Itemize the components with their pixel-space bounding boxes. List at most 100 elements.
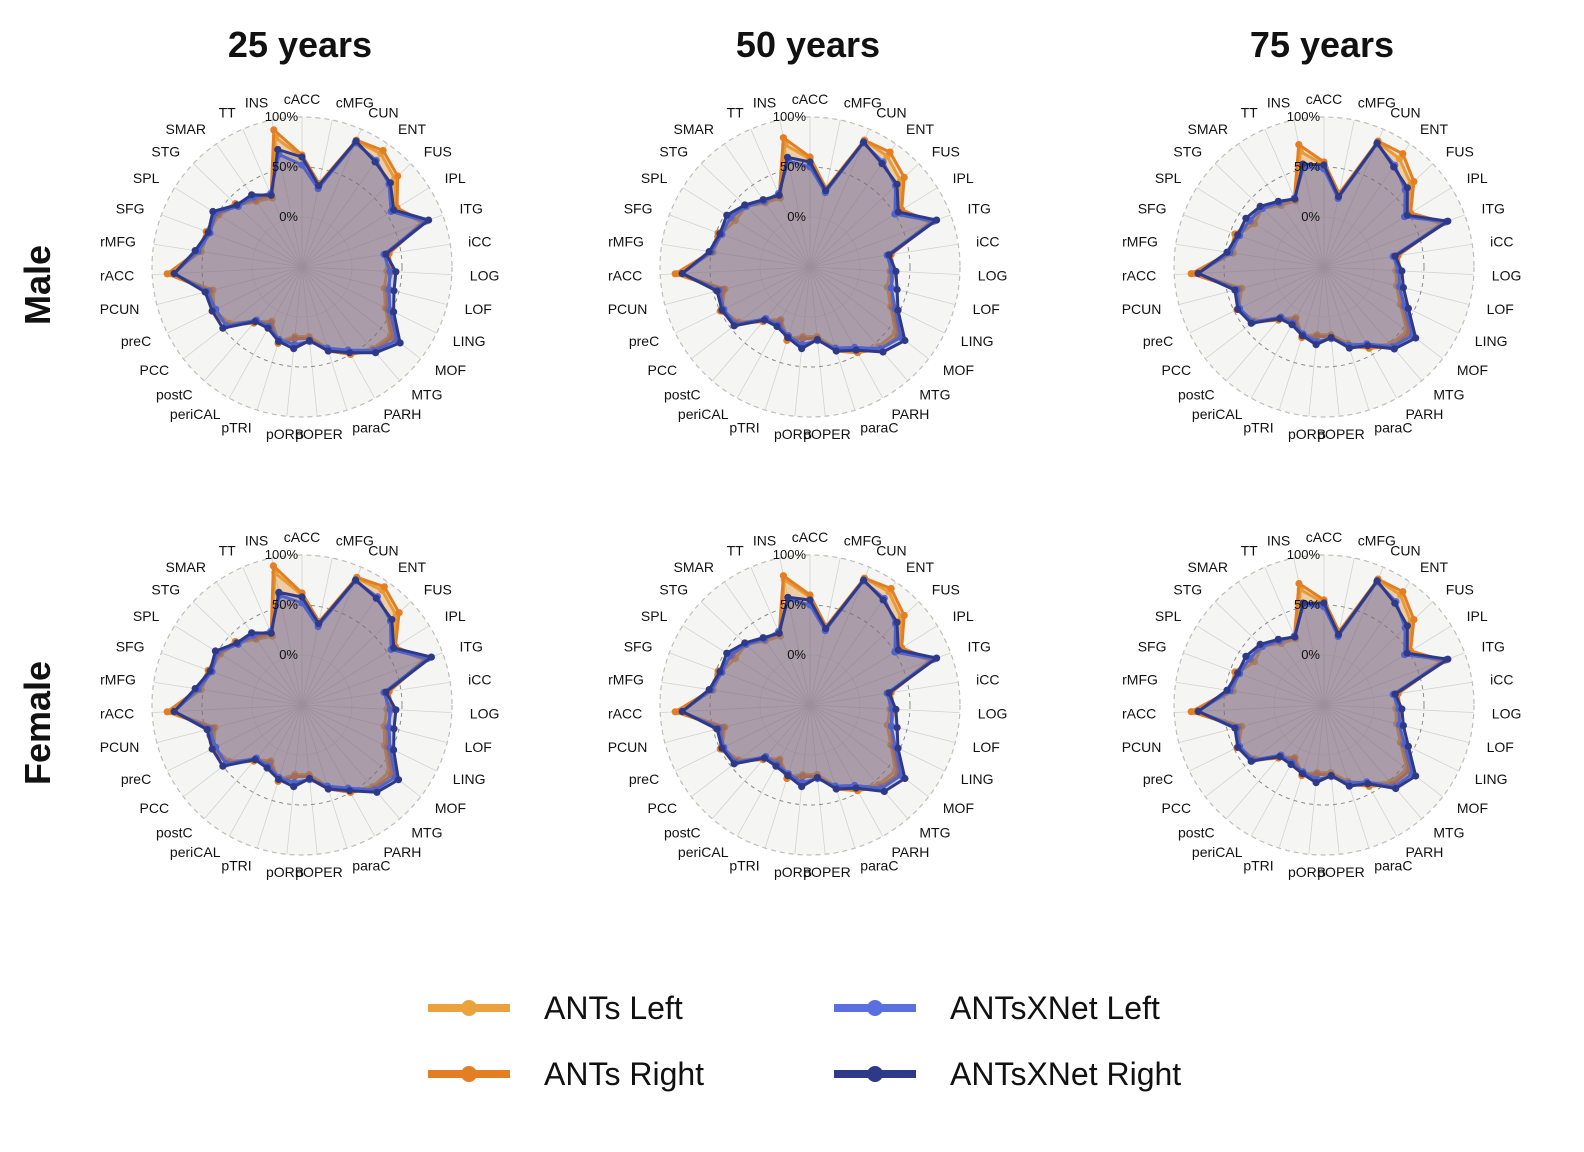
region-label: ENT [1420,559,1448,575]
data-point [879,596,887,604]
data-point [1412,772,1420,780]
data-point [386,267,394,276]
radar-ring-50 [709,166,911,368]
data-point [878,160,886,168]
data-point [219,762,227,770]
region-label: SPL [1155,608,1182,624]
region-label: pTRI [221,419,251,435]
data-point [723,649,731,657]
region-label: INS [245,532,268,548]
data-point [1231,286,1239,294]
data-point [427,653,435,661]
radar-spoke [736,704,811,837]
data-point [894,744,902,752]
region-label: SMAR [674,559,714,575]
region-label: MTG [919,387,950,403]
radar-spoke [1196,187,1325,268]
region-label: pOPER [1317,426,1364,442]
region-label: CUN [876,105,906,121]
radar-spoke [301,128,362,268]
data-point [716,668,724,676]
data-point [275,588,283,597]
radar-spoke [1323,266,1459,334]
region-label: preC [121,333,151,349]
legend-item-antsxnet-left: ANTsXNet Left [834,988,1160,1028]
data-point [723,211,731,219]
data-point [678,269,686,278]
data-point [894,306,902,314]
data-point [1320,599,1328,607]
radar-spoke [183,704,303,798]
region-label: iCC [468,234,491,250]
data-point [371,158,379,166]
radar-ring-50 [201,166,403,368]
data-point [208,745,216,753]
data-point [395,609,403,617]
legend-label-ants-left: ANTs Left [544,989,683,1026]
radar-spoke [1225,704,1325,820]
region-label: SFG [1138,639,1167,655]
data-point [1287,760,1295,769]
radar-spoke [1205,704,1325,798]
data-point [233,639,241,647]
data-point [852,346,860,354]
region-label: SPL [133,170,160,186]
data-point [1187,270,1195,278]
region-label: IPL [1467,170,1488,186]
radar-spoke [1175,681,1325,706]
data-point [716,230,724,238]
radial-tick-label: 50% [1294,159,1320,174]
data-point [1234,231,1242,239]
radial-tick-label: 100% [773,547,807,562]
data-point [163,270,171,278]
radar-spoke [1215,163,1325,268]
data-point [1399,284,1407,292]
data-point [1399,722,1407,730]
region-label: PCUN [1122,301,1162,317]
region-label: LOF [465,301,492,317]
region-label: FUS [424,581,452,597]
data-point [298,153,306,161]
data-point [813,336,822,344]
radar-ring-0 [251,654,353,756]
column-title-50: 50 years [735,24,881,65]
data-point [1247,319,1255,327]
region-label: LOF [1487,301,1514,317]
radar-ring-50 [1223,604,1425,806]
region-label: PCUN [608,739,648,755]
region-label: postC [1178,825,1215,841]
data-point [798,345,806,353]
region-label: cMFG [336,94,374,110]
data-point [1274,197,1282,205]
radar-ring-50 [1223,166,1425,368]
data-point [219,324,227,332]
radar-spoke [1189,704,1325,772]
data-point [291,773,299,781]
data-point [394,172,402,180]
data-point [1412,334,1420,342]
data-point [324,785,332,793]
data-point [233,201,241,209]
radar-spoke [301,266,437,334]
region-label: iCC [468,672,491,688]
data-point [1223,248,1231,256]
region-label: ENT [906,559,934,575]
region-label: SMAR [166,559,206,575]
region-label: INS [753,532,776,548]
data-point [784,772,792,780]
legend-swatch-antsxnet-right [834,1054,916,1094]
data-point [1404,742,1412,751]
region-label: postC [1178,387,1215,403]
data-point [1312,341,1320,349]
radar-spoke [1323,566,1384,706]
radar-spoke [301,266,448,305]
data-point [832,347,840,355]
data-point [248,629,256,637]
radar-spoke [809,704,945,772]
region-label: FUS [1446,143,1474,159]
region-label: PCC [140,800,170,816]
data-point [1276,315,1284,323]
data-point [718,306,726,314]
data-point [1392,784,1400,793]
